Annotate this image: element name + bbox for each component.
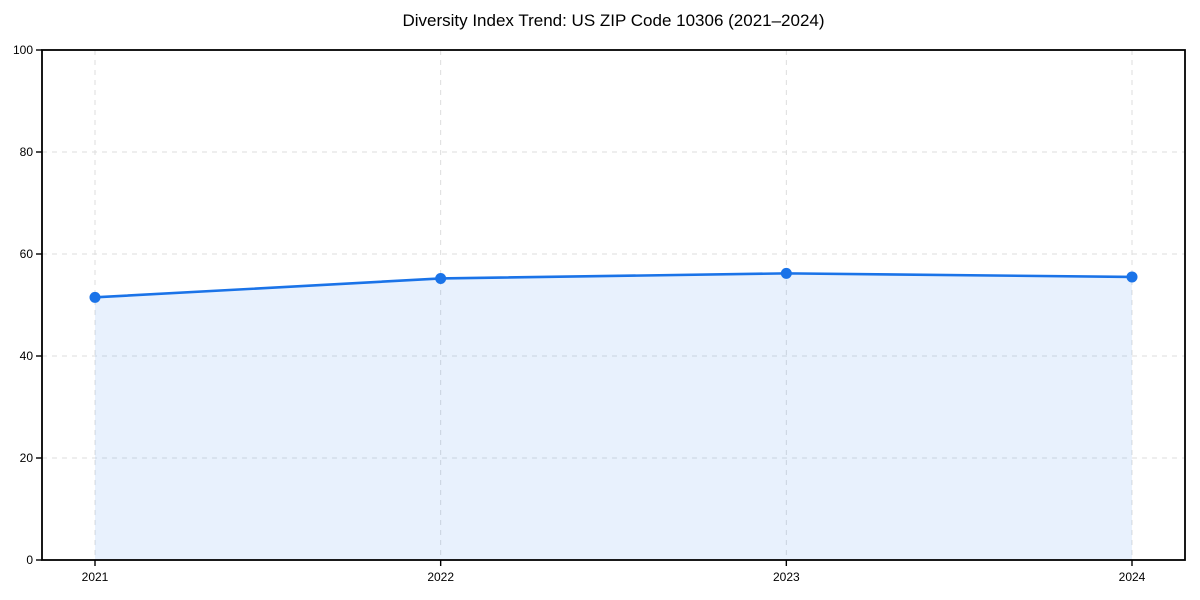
y-tick-label: 0	[26, 553, 33, 567]
y-tick-label: 20	[20, 451, 34, 465]
x-tick-label: 2024	[1119, 570, 1146, 584]
area-fill	[95, 273, 1132, 560]
trend-line	[93, 272, 1134, 299]
axes-frame	[41, 49, 1186, 561]
data-point-2023	[780, 267, 792, 279]
y-tick-label: 80	[20, 145, 34, 159]
y-tick-label: 100	[13, 43, 33, 57]
data-point-2021	[89, 291, 101, 303]
x-tick-label: 2023	[773, 570, 800, 584]
x-tick-label: 2022	[427, 570, 454, 584]
data-point-2024	[1126, 271, 1138, 283]
x-tick-label: 2021	[82, 570, 109, 584]
data-point-2022	[435, 272, 447, 284]
y-tick-label: 40	[20, 349, 34, 363]
y-tick-label: 60	[20, 247, 34, 261]
chart-title: Diversity Index Trend: US ZIP Code 10306…	[402, 11, 825, 30]
